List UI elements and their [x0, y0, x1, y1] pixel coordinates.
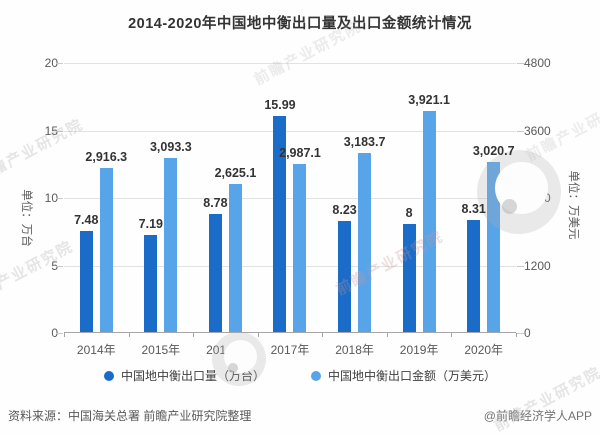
right-axis-tick-mark [517, 198, 524, 199]
legend-dot-icon [311, 370, 321, 381]
right-axis-tick-mark [517, 130, 524, 132]
bar-value-label: 8.78 [203, 195, 228, 210]
x-axis-tick-mark [257, 333, 259, 337]
x-axis-label: 2015年 [141, 343, 181, 357]
bar-group: 8 3,921.1 [387, 63, 452, 332]
data-source-text: 资料来源：中国海关总署 前瞻产业研究院整理 [8, 408, 252, 423]
chart-title: 2014-2020年中国地中衡出口量及出口金额统计情况 [128, 16, 472, 32]
right-axis-tick-label: 2400 [524, 191, 551, 205]
export-volume-bar [402, 224, 416, 332]
bar-group: 8.31 3,020.7 [451, 63, 516, 332]
right-axis-unit-label: 单位：万美元 [567, 170, 579, 240]
export-volume-bar [273, 116, 287, 332]
x-axis-tick-mark [193, 333, 195, 337]
gridline [64, 130, 516, 132]
bar-value-label: 2,987.1 [279, 146, 321, 160]
footer: 资料来源：中国海关总署 前瞻产业研究院整理 @前瞻经济学人APP [0, 403, 600, 427]
bar-group: 8.23 3,183.7 [322, 63, 387, 332]
bar-value-label: 2,625.1 [214, 166, 257, 181]
left-axis-tick-mark [56, 198, 63, 199]
bar-group: 15.99 2,987.1 [258, 63, 323, 332]
left-axis-tick-mark [56, 130, 63, 132]
bar-value-label: 3,183.7 [343, 134, 386, 149]
bar-value-label: 2,916.3 [85, 150, 128, 164]
bar-value-label: 8.23 [332, 202, 357, 217]
export-value-bar [422, 111, 436, 332]
export-value-bar [99, 168, 113, 332]
right-axis-tick-label: 4800 [524, 56, 551, 70]
export-value-bar [228, 184, 242, 332]
x-axis-tick-mark [64, 333, 65, 337]
left-axis-tick-label: 10 [44, 191, 58, 205]
bar-value-label: 3,020.7 [472, 144, 515, 159]
right-axis-tick-mark [517, 265, 524, 267]
x-axis-tick-mark [322, 333, 324, 337]
export-volume-bar [467, 219, 481, 332]
x-axis-tick-mark [451, 333, 453, 337]
bar-value-label: 15.99 [264, 98, 296, 113]
x-axis-label: 2018年 [335, 343, 374, 357]
bar-value-label: 8 [405, 206, 413, 220]
bar-group: 7.48 2,916.3 [64, 63, 129, 332]
legend-label: 中国地中衡出口金额（万美元） [328, 369, 497, 383]
export-value-bar [487, 162, 501, 332]
export-volume-bar [338, 220, 352, 332]
bar-group: 7.19 3,093.3 [129, 63, 194, 332]
legend-dot-icon [103, 370, 114, 381]
export-volume-bar [208, 213, 222, 332]
export-volume-bar [144, 234, 158, 332]
gridline [64, 63, 516, 64]
credit-text: @前瞻经济学人APP [483, 408, 592, 423]
bar-value-label: 3,093.3 [149, 140, 192, 154]
right-axis-tick-mark [517, 63, 524, 64]
right-axis-tick-labels: 4800 3600 2400 1200 0 [524, 56, 566, 340]
left-axis-tick-labels: 20 15 10 5 0 [22, 56, 58, 340]
export-volume-bar [79, 231, 93, 332]
x-axis-tick-mark [386, 333, 388, 337]
plot-area: 7.48 2,916.3 7.19 3,093.3 8.78 2,625.1 15.99 2,… [56, 63, 524, 337]
right-axis-tick-label: 0 [524, 326, 531, 340]
legend-item-export-value: 中国地中衡出口金额（万美元） [311, 367, 496, 384]
export-value-bar [358, 152, 372, 332]
bar-value-label: 8.31 [461, 201, 486, 216]
left-axis-tick-label: 5 [51, 258, 58, 273]
gridline [64, 265, 516, 267]
x-axis-label: 2017年 [270, 343, 310, 357]
left-axis-tick-label: 0 [51, 326, 58, 340]
bar-group: 8.78 2,625.1 [193, 63, 258, 332]
x-axis-labels: 2014年 2015年 2016年 2017年 2018年 2019年 2020年 [64, 341, 516, 357]
gridline [64, 198, 516, 199]
left-axis-tick-mark [56, 63, 63, 64]
left-axis-tick-label: 15 [44, 123, 58, 138]
x-axis-tick-mark [128, 333, 130, 337]
export-value-bar [164, 158, 178, 332]
x-axis-label: 2014年 [76, 343, 116, 357]
x-axis-label: 2016年 [206, 343, 245, 357]
right-axis-tick-label: 3600 [524, 123, 551, 138]
left-axis-tick-mark [56, 333, 63, 334]
bar-value-label: 3,921.1 [408, 93, 450, 108]
right-axis-tick-label: 1200 [524, 258, 551, 273]
legend: 中国地中衡出口量（万台） 中国地中衡出口金额（万美元） [0, 367, 600, 384]
legend-item-export-volume: 中国地中衡出口量（万台） [103, 367, 265, 384]
bar-value-label: 7.19 [138, 216, 164, 231]
left-axis-tick-mark [56, 265, 63, 267]
x-axis-tick-mark [516, 333, 517, 337]
x-axis-label: 2019年 [399, 343, 439, 357]
x-axis-label: 2020年 [464, 343, 504, 357]
left-axis-tick-label: 20 [44, 56, 58, 70]
legend-label: 中国地中衡出口量（万台） [120, 369, 265, 383]
bar-value-label: 7.48 [74, 213, 99, 227]
right-axis-tick-mark [517, 333, 524, 334]
export-value-bar [293, 164, 307, 332]
